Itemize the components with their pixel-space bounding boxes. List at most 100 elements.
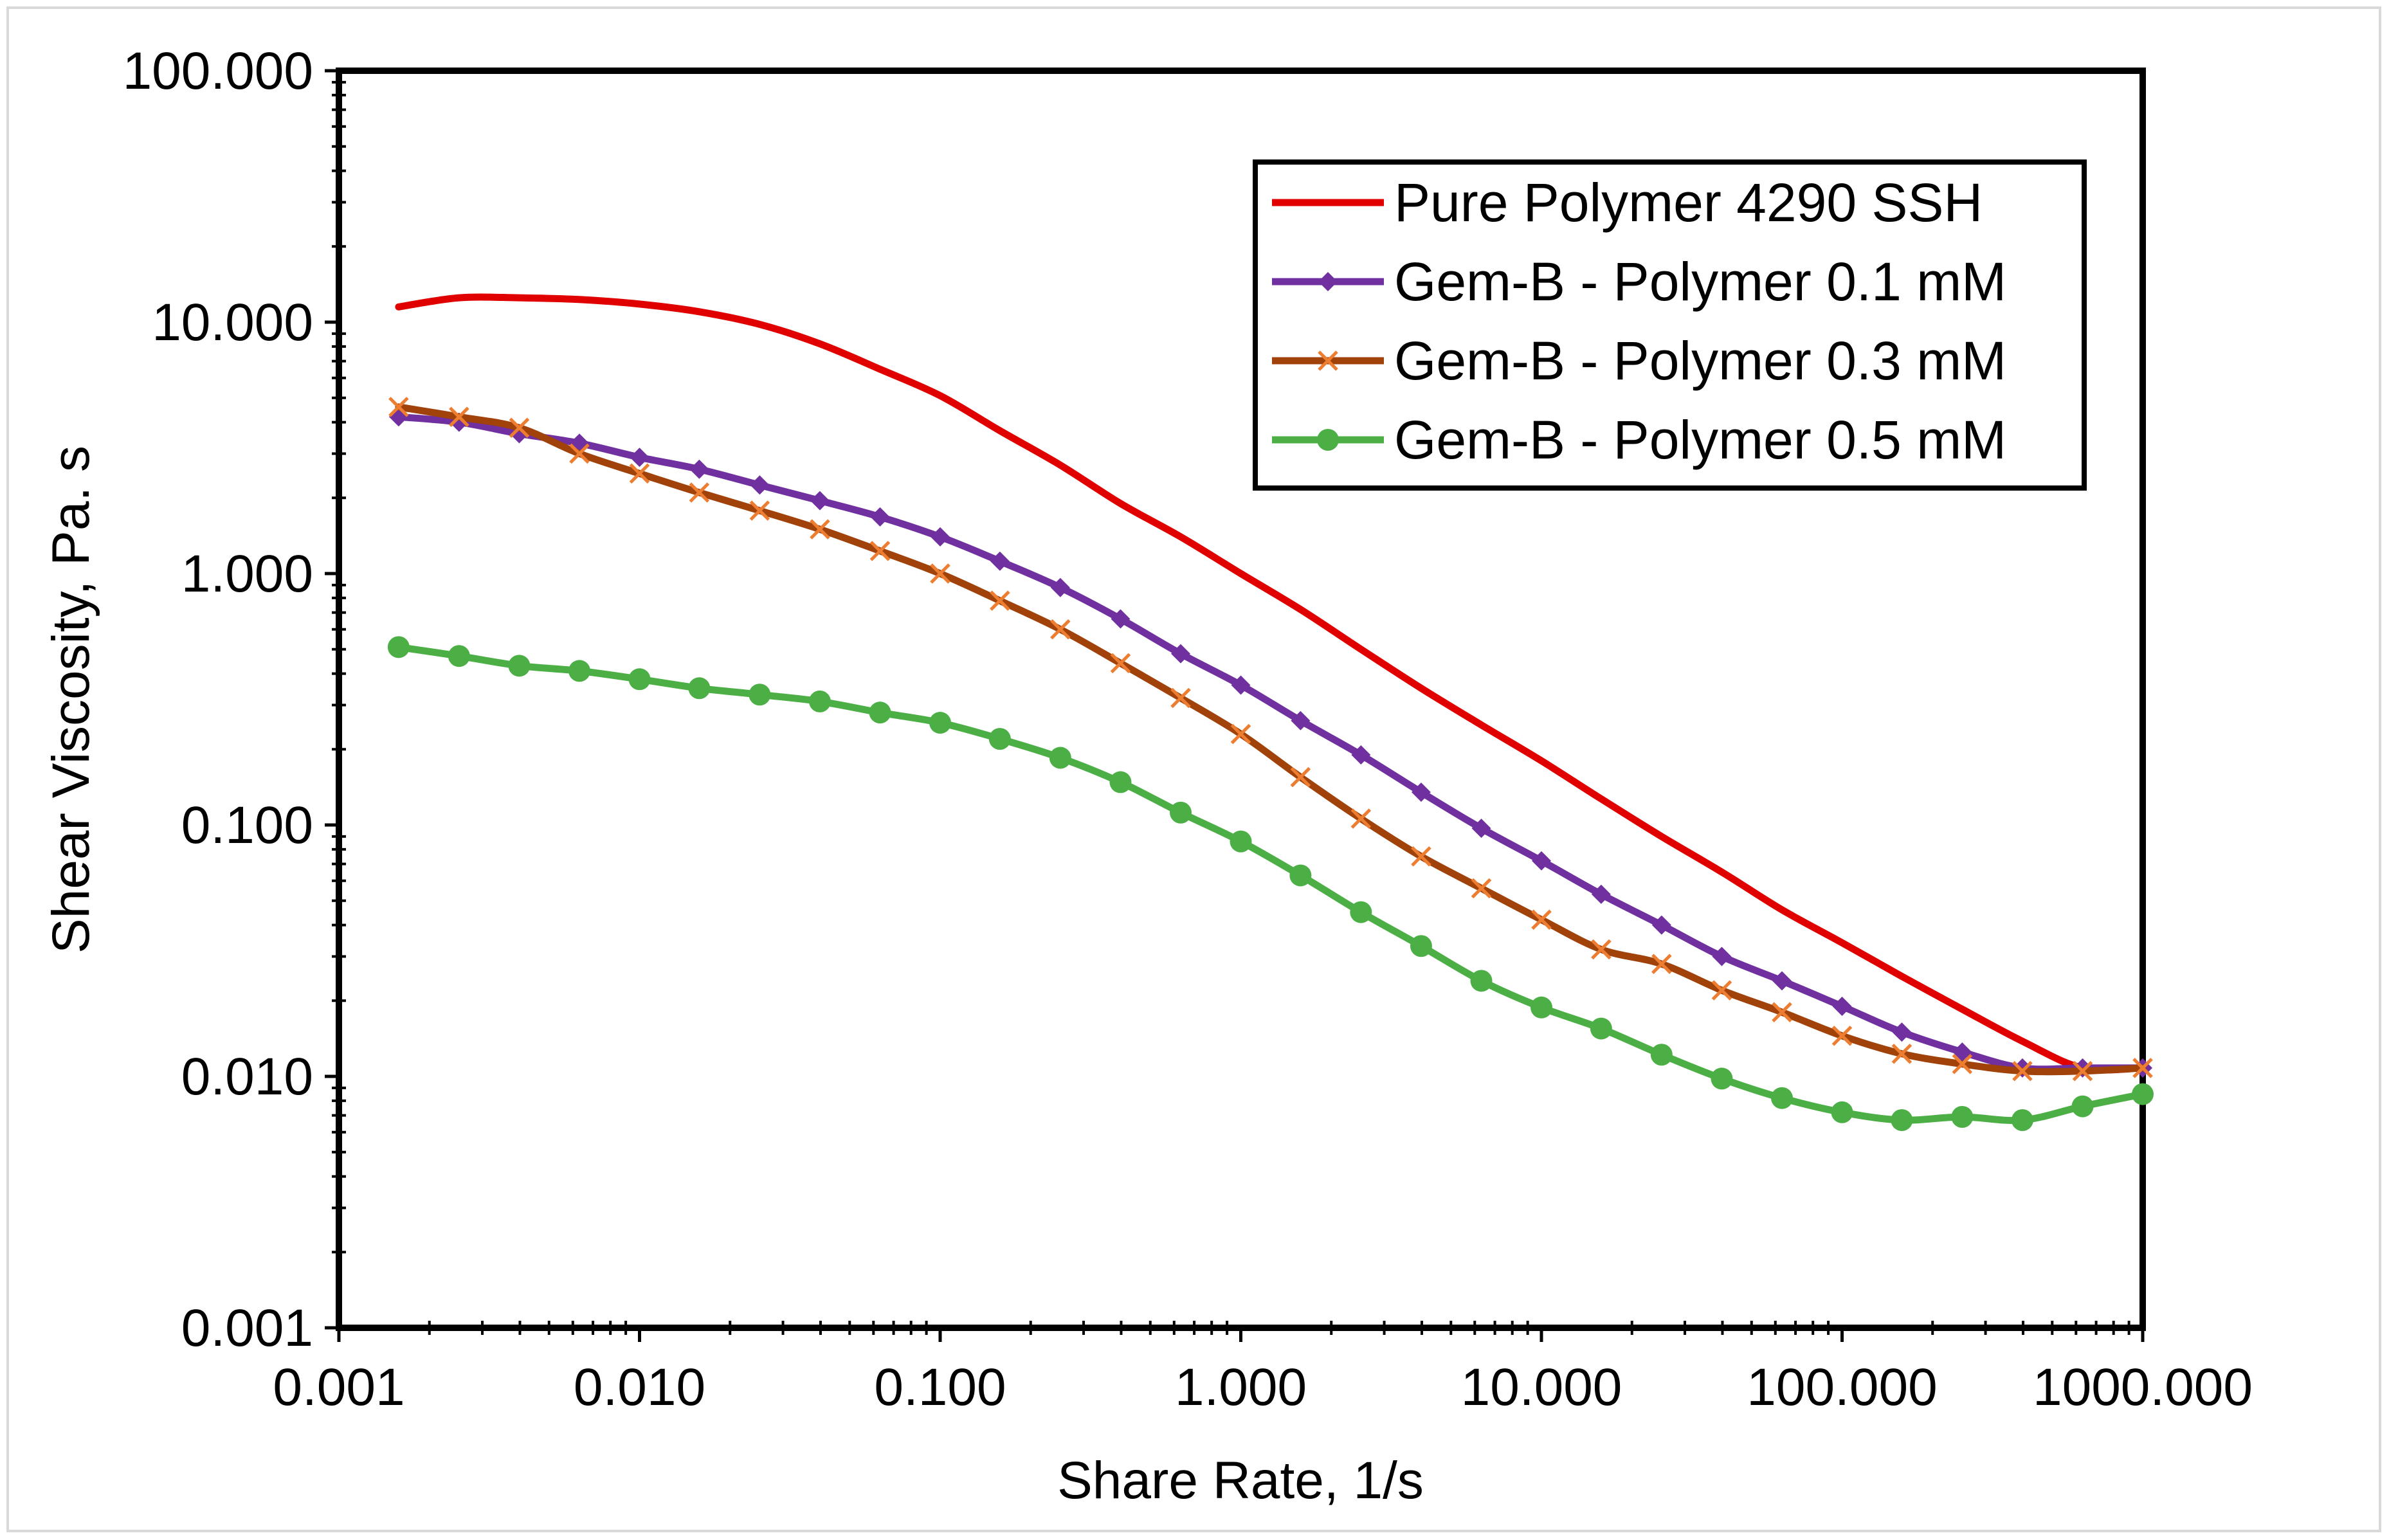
data-point-marker [1050,619,1071,640]
data-point-marker [1532,851,1551,871]
data-point-marker [1531,996,1552,1019]
data-point-marker [2132,1083,2154,1105]
minor-ticks [332,80,2130,1335]
data-point-marker [1411,846,1431,867]
data-point-marker [990,590,1010,611]
series-3 [388,397,2153,1082]
data-point-marker [931,527,950,547]
x-tick-labels: 0.001 0.010 0.100 1.000 10.000 100.000 1000.00… [273,1358,2253,1417]
x-tick-label: 1.000 [1175,1358,1307,1417]
data-point-marker [1831,1101,1853,1123]
data-point-marker [1049,747,1071,769]
data-point-marker [1230,830,1252,853]
x-tick-label: 1000.000 [2033,1358,2253,1417]
data-point-marker [1411,783,1431,802]
data-point-marker [1591,939,1612,960]
data-point-marker [2071,1095,2094,1118]
x-tick-label: 0.001 [273,1358,404,1417]
data-point-marker [1891,1109,1913,1132]
legend-entry-2: Gem-B - Polymer 0.1 mM [1272,251,2006,312]
data-point-marker [808,690,831,712]
legend-entry-3: Gem-B - Polymer 0.3 mM [1272,331,2006,391]
legend-label: Pure Polymer 4290 SSH [1394,172,1983,233]
data-point-marker [1892,1022,1912,1042]
series-4 [387,636,2154,1132]
data-point-marker [1650,1044,1673,1066]
data-point-marker [1410,935,1432,957]
data-point-marker [990,551,1010,571]
data-point-marker [930,563,950,584]
legend-entry-1: Pure Polymer 4290 SSH [1272,172,1983,233]
series-1 [395,293,2147,1074]
data-point-marker [1772,971,1792,991]
data-point-marker [629,463,650,484]
data-point-marker [1231,675,1251,695]
data-point-marker [1171,644,1191,664]
data-point-marker [1471,819,1491,838]
data-point-marker [749,684,771,706]
data-point-marker [1952,1053,1973,1074]
data-point-marker [810,491,830,511]
y-tick-label: 0.010 [181,1047,313,1106]
series-line [395,413,2147,1073]
data-point-marker [2011,1109,2033,1132]
series-2 [388,407,2152,1078]
data-point-marker [689,459,709,479]
data-point-marker [1712,947,1732,966]
data-point-marker [509,417,530,439]
data-point-marker [689,482,710,503]
data-point-marker [1170,687,1191,709]
series-line [395,403,2147,1076]
y-tick-labels: 0.001 0.010 0.100 1.000 10.000 100.000 [123,42,313,1357]
y-tick-label: 1.000 [181,545,313,603]
data-point-marker [449,406,469,428]
data-point-marker [630,448,649,467]
data-point-marker [1651,915,1671,935]
data-point-marker [1711,1067,1733,1090]
data-point-marker [869,702,891,724]
data-point-marker [1590,1017,1612,1040]
data-point-marker [1351,745,1371,765]
x-tick-label: 100.000 [1747,1358,1937,1417]
data-point-marker [688,677,711,700]
data-point-marker [1471,878,1492,899]
data-point-marker [448,645,470,667]
data-point-marker [1591,884,1611,904]
data-point-marker [2012,1060,2033,1082]
data-point-marker [1711,980,1732,1001]
data-point-marker [1771,1087,1794,1109]
data-point-marker [1531,909,1552,930]
data-point-marker [1952,1042,1972,1062]
data-point-marker [1350,808,1372,829]
data-point-marker [1050,577,1070,597]
data-point-marker [750,475,770,495]
data-point-marker [988,728,1011,750]
data-point-marker [508,655,531,677]
data-point-marker [1170,801,1192,824]
y-axis-title: Shear Viscosity, Pa. s [42,446,100,954]
series-line [395,293,2147,1074]
major-ticks [325,69,2145,1342]
legend-box [1253,159,2087,491]
data-point-marker [1318,272,1338,291]
data-point-marker [1291,711,1311,730]
data-point-marker [1772,1002,1792,1022]
data-point-marker [1289,864,1312,887]
data-point-marker [929,712,951,734]
series-layer [387,293,2154,1132]
data-point-marker [1951,1106,1974,1128]
data-point-marker [1891,1044,1912,1064]
data-point-marker [388,397,409,417]
y-tick-label: 10.000 [152,293,313,352]
data-point-marker [1831,1026,1853,1046]
legend-label: Gem-B - Polymer 0.3 mM [1394,331,2006,391]
data-point-marker [1290,766,1311,788]
data-point-marker [810,519,830,539]
y-tick-label: 0.001 [181,1299,313,1357]
legend-label: Gem-B - Polymer 0.1 mM [1394,251,2006,312]
x-tick-label: 0.100 [874,1358,1006,1417]
legend: Pure Polymer 4290 SSH Gem-B - Polymer 0.1… [1253,159,2087,491]
data-point-marker [387,636,410,658]
data-point-marker [870,507,890,527]
